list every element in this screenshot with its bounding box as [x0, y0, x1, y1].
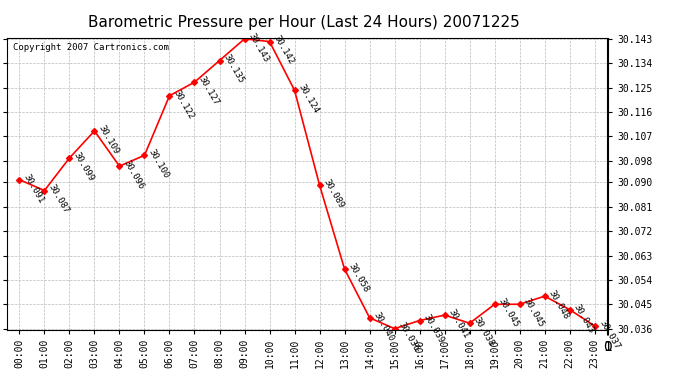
Text: 30.043: 30.043: [572, 302, 596, 334]
Text: 30.100: 30.100: [147, 148, 171, 180]
Text: 30.127: 30.127: [197, 75, 221, 107]
Text: 30.142: 30.142: [272, 34, 296, 66]
Text: 30.038: 30.038: [472, 316, 496, 348]
Text: 30.096: 30.096: [122, 159, 146, 191]
Text: 30.039: 30.039: [422, 313, 446, 345]
Text: 30.045: 30.045: [497, 297, 521, 329]
Text: 30.037: 30.037: [597, 318, 621, 351]
Text: 30.058: 30.058: [347, 261, 371, 294]
Text: 30.135: 30.135: [222, 53, 246, 85]
Text: Barometric Pressure per Hour (Last 24 Hours) 20071225: Barometric Pressure per Hour (Last 24 Ho…: [88, 15, 520, 30]
Text: 30.124: 30.124: [297, 82, 321, 115]
Text: 30.040: 30.040: [372, 310, 396, 343]
Text: 30.041: 30.041: [447, 308, 471, 340]
Text: 30.036: 30.036: [397, 321, 421, 353]
Text: Copyright 2007 Cartronics.com: Copyright 2007 Cartronics.com: [13, 44, 169, 52]
Text: 30.091: 30.091: [22, 172, 46, 204]
Text: 30.122: 30.122: [172, 88, 196, 120]
Text: 30.143: 30.143: [247, 31, 271, 64]
Text: 30.048: 30.048: [547, 288, 571, 321]
Text: 30.109: 30.109: [97, 123, 121, 156]
Text: 30.087: 30.087: [47, 183, 71, 215]
Text: 30.099: 30.099: [72, 150, 96, 183]
Text: 30.045: 30.045: [522, 297, 546, 329]
Text: 30.089: 30.089: [322, 177, 346, 210]
